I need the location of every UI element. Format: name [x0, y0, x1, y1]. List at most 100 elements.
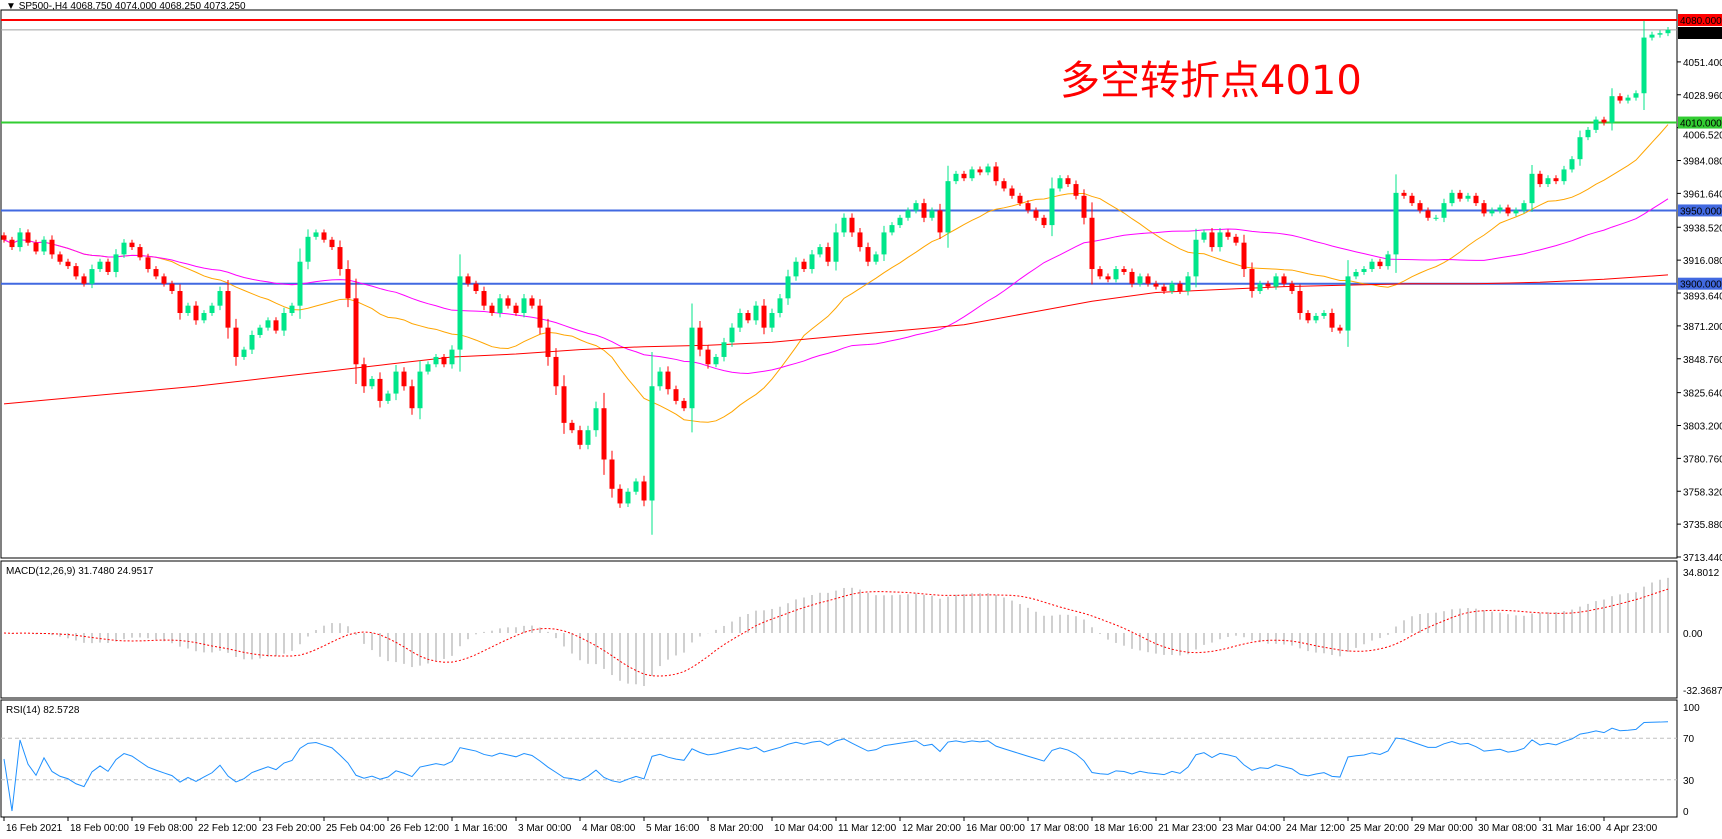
- candle-body: [977, 169, 983, 173]
- candle-body: [1601, 119, 1607, 123]
- candle-body: [321, 232, 327, 240]
- candle: [793, 257, 799, 281]
- candle: [801, 258, 807, 272]
- candle-body: [73, 266, 79, 277]
- candle-body: [233, 327, 239, 357]
- candle: [809, 250, 815, 274]
- candle: [1609, 88, 1615, 131]
- candle: [209, 302, 215, 316]
- candle: [305, 229, 311, 270]
- candle-body: [865, 247, 871, 262]
- candle-body: [1521, 203, 1527, 211]
- candle-body: [521, 298, 527, 313]
- candle: [1185, 271, 1191, 296]
- candle-body: [105, 261, 111, 272]
- triangle-down-icon[interactable]: ▼: [6, 1, 16, 12]
- candle: [345, 260, 351, 308]
- candle: [377, 372, 383, 408]
- macd-tick-label: 34.8012: [1683, 568, 1720, 579]
- candle-body: [665, 371, 671, 390]
- time-label: 26 Feb 12:00: [390, 823, 449, 834]
- time-label: 24 Mar 12:00: [1286, 823, 1345, 834]
- candle: [1273, 273, 1279, 290]
- candle: [49, 235, 55, 259]
- price-tick-label: 4051.400: [1683, 58, 1722, 69]
- candle: [1057, 175, 1063, 192]
- candle-body: [993, 166, 999, 182]
- candle: [1, 232, 7, 243]
- candle-body: [1633, 93, 1639, 98]
- candle: [217, 286, 223, 311]
- candle-body: [849, 217, 855, 233]
- candle-body: [1305, 312, 1311, 321]
- candle-body: [377, 378, 383, 401]
- candle-body: [801, 261, 807, 270]
- candle-body: [1265, 283, 1271, 287]
- candle-body: [17, 232, 23, 248]
- candle-body: [873, 254, 879, 262]
- candle: [481, 286, 487, 311]
- candle: [841, 213, 847, 237]
- candle-body: [1113, 269, 1119, 280]
- candle-body: [497, 298, 503, 313]
- candle-body: [113, 254, 119, 272]
- candle-body: [1585, 129, 1591, 138]
- price-tick-label: 3758.320: [1683, 487, 1722, 498]
- candle: [873, 251, 879, 265]
- candle-body: [481, 291, 487, 306]
- time-label: 18 Mar 16:00: [1094, 823, 1153, 834]
- candle-body: [1529, 173, 1535, 204]
- candle-body: [833, 232, 839, 262]
- candle-body: [625, 491, 631, 504]
- annotation-text[interactable]: 多空转折点4010: [1060, 58, 1362, 104]
- candle: [497, 293, 503, 318]
- candle: [1577, 130, 1583, 166]
- candle: [961, 170, 967, 182]
- candle-body: [505, 298, 511, 306]
- candle: [569, 419, 575, 434]
- candle: [1561, 165, 1567, 185]
- candle: [1209, 228, 1215, 252]
- price-tick-label: 3780.760: [1683, 454, 1722, 465]
- candle-body: [241, 349, 247, 357]
- candle-body: [1105, 276, 1111, 280]
- candle-body: [1041, 217, 1047, 226]
- candle: [457, 254, 463, 372]
- candle: [201, 310, 207, 324]
- candle: [1537, 170, 1543, 188]
- candle: [1601, 116, 1607, 126]
- ohlc-readout: 4068.750 4074.000 4068.250 4073.250: [70, 1, 246, 12]
- candle: [1233, 233, 1239, 246]
- candle: [1137, 273, 1143, 287]
- price-tick-label: 3848.760: [1683, 355, 1722, 366]
- candle-body: [673, 389, 679, 401]
- candle: [849, 213, 855, 237]
- rsi-tick-label: 30: [1683, 776, 1695, 787]
- candle: [745, 310, 751, 324]
- candle: [113, 249, 119, 278]
- candle: [1473, 192, 1479, 207]
- time-label: 30 Mar 08:00: [1478, 823, 1537, 834]
- candle-body: [1569, 159, 1575, 170]
- candle-body: [577, 430, 583, 445]
- candle-body: [905, 210, 911, 218]
- candle: [129, 239, 135, 251]
- candle: [425, 361, 431, 375]
- pane-border-1: [0, 560, 1678, 699]
- chart-header: ▼ SP500-,H4 4068.750 4074.000 4068.250 4…: [6, 1, 246, 12]
- candle: [513, 302, 519, 316]
- candle-body: [1577, 137, 1583, 160]
- candle-body: [809, 254, 815, 270]
- pane-border-2: [0, 699, 1678, 818]
- candle: [617, 484, 623, 508]
- candle: [353, 278, 359, 385]
- candle: [649, 351, 655, 535]
- candle-body: [1289, 283, 1295, 292]
- candle-body: [1121, 269, 1127, 272]
- candle: [993, 162, 999, 186]
- price-tick-label: 3825.640: [1683, 389, 1722, 400]
- candle-body: [1401, 192, 1407, 196]
- candle-body: [1393, 192, 1399, 255]
- candle: [785, 269, 791, 305]
